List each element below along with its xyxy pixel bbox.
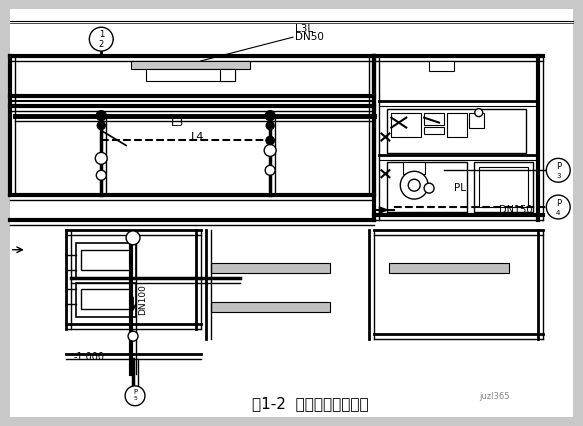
Bar xyxy=(479,167,528,207)
Text: DN50: DN50 xyxy=(295,32,324,42)
Text: PL: PL xyxy=(454,183,466,193)
Bar xyxy=(387,109,526,153)
Circle shape xyxy=(266,136,274,144)
Bar xyxy=(424,112,444,124)
Text: 图1-2  室内给排水平面图: 图1-2 室内给排水平面图 xyxy=(252,396,368,411)
Circle shape xyxy=(95,153,107,164)
Bar xyxy=(146,69,236,81)
Text: L3L: L3L xyxy=(295,24,313,34)
Text: DN100: DN100 xyxy=(138,284,147,315)
Text: P: P xyxy=(556,199,561,207)
Circle shape xyxy=(401,171,428,199)
Bar xyxy=(391,112,421,138)
Bar xyxy=(76,243,136,278)
Circle shape xyxy=(546,195,570,219)
Text: 2: 2 xyxy=(99,40,104,49)
Text: 3: 3 xyxy=(556,173,560,179)
Circle shape xyxy=(265,165,275,175)
Bar xyxy=(210,263,330,273)
Text: 4: 4 xyxy=(556,210,560,216)
Bar xyxy=(131,61,250,69)
Bar xyxy=(403,162,425,174)
Circle shape xyxy=(265,111,275,121)
Bar xyxy=(389,263,508,273)
Circle shape xyxy=(475,109,483,117)
Bar xyxy=(76,282,136,317)
Bar xyxy=(474,162,533,212)
Text: -1.000: -1.000 xyxy=(73,352,104,362)
Circle shape xyxy=(424,183,434,193)
Circle shape xyxy=(96,170,106,180)
Circle shape xyxy=(97,121,105,130)
Bar xyxy=(429,61,454,71)
Bar xyxy=(82,290,131,309)
Circle shape xyxy=(126,231,140,245)
Text: L4: L4 xyxy=(191,132,204,142)
Circle shape xyxy=(264,144,276,156)
Circle shape xyxy=(96,111,106,121)
Text: juzl365: juzl365 xyxy=(479,392,510,401)
Bar xyxy=(220,69,236,81)
Circle shape xyxy=(128,331,138,341)
Bar xyxy=(387,162,467,212)
Bar xyxy=(82,250,131,270)
Polygon shape xyxy=(380,207,387,213)
Circle shape xyxy=(266,121,274,130)
Text: DN150: DN150 xyxy=(498,205,532,215)
Text: L3: L3 xyxy=(171,118,184,128)
Text: 1: 1 xyxy=(99,30,104,39)
Text: 5: 5 xyxy=(133,396,137,401)
Text: P: P xyxy=(556,162,561,171)
Circle shape xyxy=(125,386,145,406)
Circle shape xyxy=(266,136,274,144)
Bar xyxy=(424,127,444,133)
Circle shape xyxy=(89,27,113,51)
Bar xyxy=(469,112,484,127)
Text: P: P xyxy=(133,389,137,395)
Circle shape xyxy=(546,158,570,182)
Circle shape xyxy=(408,179,420,191)
Bar xyxy=(210,302,330,312)
Bar xyxy=(447,112,467,138)
